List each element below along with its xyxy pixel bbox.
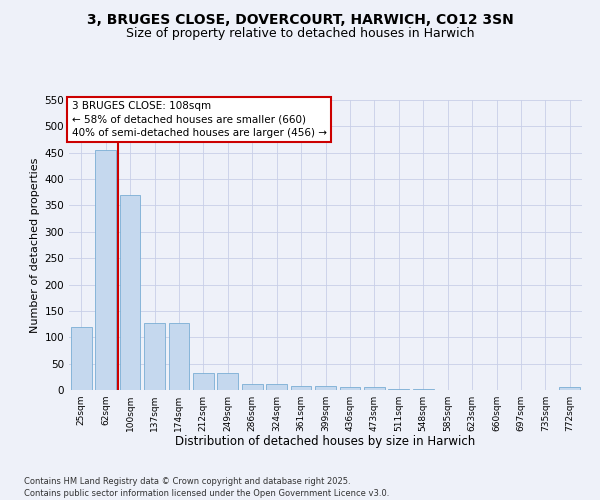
Bar — [315, 386, 336, 390]
Text: 3 BRUGES CLOSE: 108sqm
← 58% of detached houses are smaller (660)
40% of semi-de: 3 BRUGES CLOSE: 108sqm ← 58% of detached… — [71, 102, 326, 138]
Bar — [266, 384, 287, 390]
Bar — [95, 150, 116, 390]
Bar — [144, 322, 165, 390]
Bar — [290, 386, 311, 390]
Bar — [242, 384, 263, 390]
Bar — [119, 195, 140, 390]
Bar — [413, 389, 434, 390]
Bar — [364, 388, 385, 390]
Bar — [193, 372, 214, 390]
Bar — [388, 389, 409, 390]
Bar — [169, 322, 190, 390]
Text: Contains HM Land Registry data © Crown copyright and database right 2025.
Contai: Contains HM Land Registry data © Crown c… — [24, 476, 389, 498]
Text: Size of property relative to detached houses in Harwich: Size of property relative to detached ho… — [126, 28, 474, 40]
Bar — [217, 372, 238, 390]
Bar — [559, 388, 580, 390]
Y-axis label: Number of detached properties: Number of detached properties — [30, 158, 40, 332]
Bar — [71, 326, 92, 390]
X-axis label: Distribution of detached houses by size in Harwich: Distribution of detached houses by size … — [175, 436, 476, 448]
Text: 3, BRUGES CLOSE, DOVERCOURT, HARWICH, CO12 3SN: 3, BRUGES CLOSE, DOVERCOURT, HARWICH, CO… — [86, 12, 514, 26]
Bar — [340, 388, 361, 390]
